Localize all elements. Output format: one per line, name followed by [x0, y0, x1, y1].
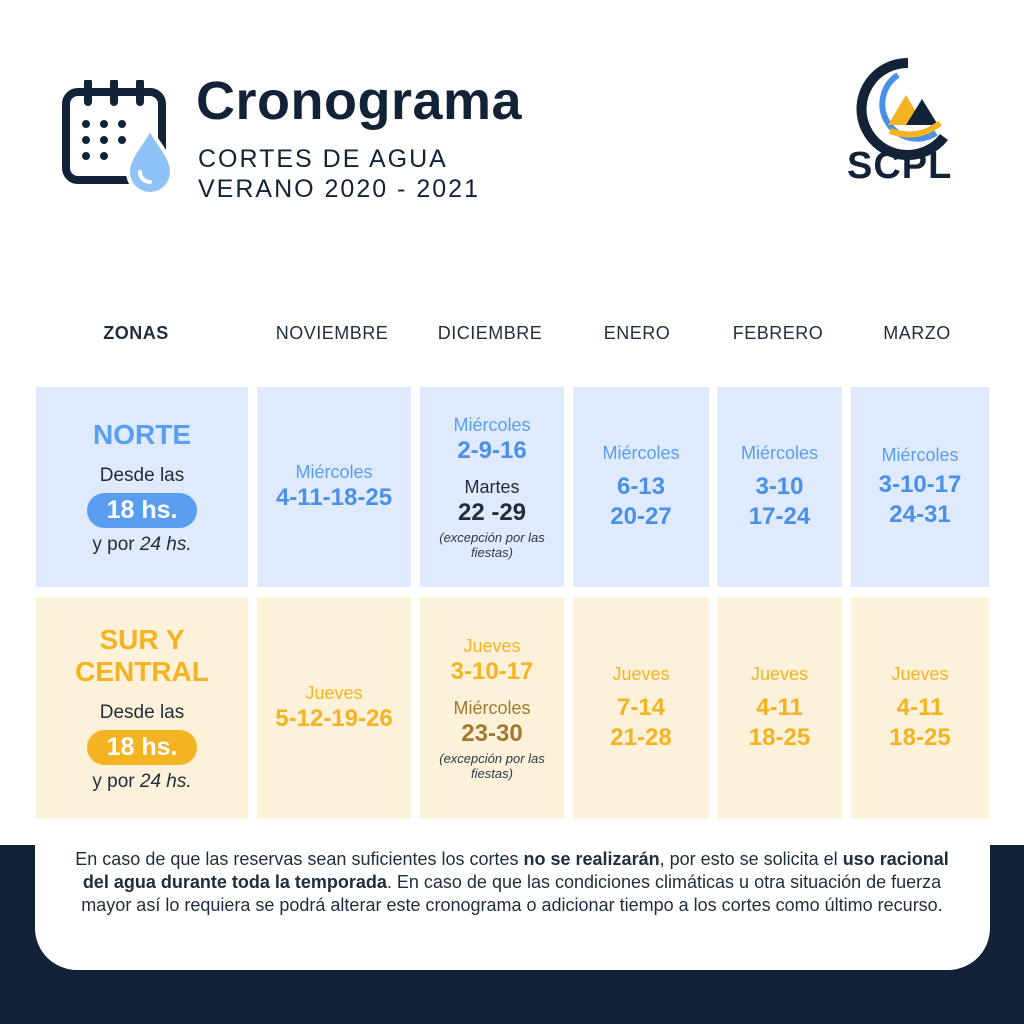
dates-value: 4-11: [896, 694, 944, 721]
column-header-enero: ENERO: [603, 323, 671, 343]
day-label: Jueves: [612, 664, 670, 684]
zone-name-sur-line-1: SUR Y: [99, 623, 185, 655]
dates-value: 18-25: [889, 724, 951, 751]
dates-value: 5-12-19-26: [275, 705, 393, 732]
day-label: Miércoles: [881, 445, 959, 465]
norte-marzo-cell: Miércoles 3-10-17 24-31: [851, 387, 989, 587]
dates-value: 4-11: [756, 694, 803, 721]
zone-duration: y por 24 hs.: [92, 533, 192, 555]
footer-disclaimer: En caso de que las reservas sean suficie…: [75, 849, 949, 915]
zone-hour-badge: 18 hs.: [86, 492, 198, 528]
dates-value: 6-13: [616, 473, 666, 500]
zone-name-norte: NORTE: [93, 418, 191, 450]
day-label: Jueves: [891, 664, 949, 684]
subtitle-line-2: VERANO 2020 - 2021: [198, 175, 480, 203]
column-header-febrero: FEBRERO: [732, 323, 824, 343]
norte-noviembre-cell: Miércoles 4-11-18-25: [257, 387, 411, 587]
column-header-marzo: MARZO: [883, 323, 951, 343]
day-label: Miércoles: [602, 443, 680, 463]
day-label: Jueves: [305, 683, 363, 703]
dates-value: 22 -29: [457, 499, 527, 526]
column-header-noviembre: NOVIEMBRE: [275, 323, 389, 343]
zone-desde-label: Desde las: [99, 464, 185, 486]
sur-febrero-cell: Jueves 4-11 18-25: [717, 597, 842, 819]
dates-value: 20-27: [610, 503, 672, 530]
norte-febrero-cell: Miércoles 3-10 17-24: [717, 387, 842, 587]
dates-value: 23-30: [461, 720, 523, 747]
day-label: Miércoles: [740, 443, 819, 463]
sur-enero-cell: Jueves 7-14 21-28: [573, 597, 709, 819]
page-title: Cronograma: [196, 71, 523, 131]
zone-hour-badge: 18 hs.: [86, 729, 198, 765]
day-label: Miércoles: [453, 415, 531, 435]
subtitle-line-1: CORTES DE AGUA: [198, 145, 448, 173]
day-label: Miércoles: [453, 698, 531, 718]
dates-value: 21-28: [610, 724, 672, 751]
day-label: Jueves: [750, 664, 809, 684]
norte-enero-cell: Miércoles 6-13 20-27: [573, 387, 709, 587]
dates-value: 7-14: [616, 694, 666, 721]
calendar-water-drop-icon: [62, 80, 175, 196]
sur-diciembre-cell: Jueves 3-10-17 Miércoles 23-30 (excepció…: [420, 597, 564, 819]
page-subtitle: CORTES DE AGUA VERANO 2020 - 2021: [198, 144, 480, 204]
column-header-diciembre: DICIEMBRE: [437, 323, 543, 343]
dates-value: 17-24: [748, 503, 811, 530]
zone-name-sur-line-2: CENTRAL: [75, 655, 209, 687]
exception-note: (excepción por las fiestas): [439, 530, 545, 560]
dates-value: 3-10: [755, 473, 804, 500]
dates-value: 3-10-17: [450, 658, 534, 685]
dates-value: 18-25: [748, 724, 811, 751]
dates-value: 3-10-17: [878, 471, 962, 498]
logo-text: SCPL: [847, 145, 953, 187]
zone-cell-sur-central: SUR Y CENTRAL Desde las 18 hs. y por 24 …: [36, 597, 248, 819]
dates-value: 24-31: [889, 501, 951, 528]
zone-desde-label: Desde las: [99, 701, 185, 723]
sur-marzo-cell: Jueves 4-11 18-25: [851, 597, 989, 819]
sur-noviembre-cell: Jueves 5-12-19-26: [257, 597, 411, 819]
exception-note: (excepción por las fiestas): [439, 751, 545, 781]
day-label: Martes: [464, 477, 520, 497]
day-label: Jueves: [463, 636, 521, 656]
zone-cell-norte: NORTE Desde las 18 hs. y por 24 hs.: [36, 387, 248, 587]
scpl-logo: [856, 57, 948, 160]
zone-duration: y por 24 hs.: [92, 770, 192, 792]
day-label: Miércoles: [295, 462, 373, 482]
dates-value: 4-11-18-25: [275, 484, 393, 511]
column-header-zonas: ZONAS: [103, 323, 169, 343]
dates-value: 2-9-16: [457, 437, 527, 464]
norte-diciembre-cell: Miércoles 2-9-16 Martes 22 -29 (excepció…: [420, 387, 564, 587]
